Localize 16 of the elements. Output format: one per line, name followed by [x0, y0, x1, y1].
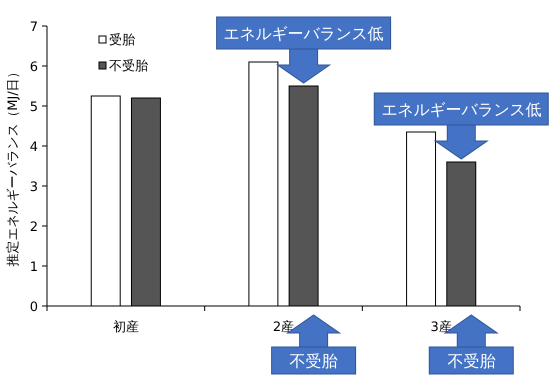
- y-tick-label: 3: [30, 180, 38, 195]
- y-tick-label: 0: [30, 300, 38, 315]
- y-tick-label: 5: [30, 100, 38, 115]
- legend-label: 受胎: [109, 33, 135, 48]
- legend-label: 不受胎: [109, 59, 148, 74]
- y-axis-title: 推定エネルギーバランス（MJ/日）: [6, 65, 21, 267]
- y-tick-label: 1: [30, 260, 38, 275]
- y-tick-label: 2: [30, 220, 38, 235]
- text: 不受胎: [447, 352, 496, 370]
- y-tick-label: 4: [30, 140, 38, 155]
- text: 不受胎: [290, 352, 338, 370]
- y-tick-label: 7: [30, 20, 38, 35]
- annotation: エネルギーバランス低: [381, 100, 542, 119]
- x-tick-label: 初産: [112, 319, 139, 335]
- annotation: エネルギーバランス低: [224, 24, 384, 43]
- y-tick-label: 6: [30, 60, 38, 75]
